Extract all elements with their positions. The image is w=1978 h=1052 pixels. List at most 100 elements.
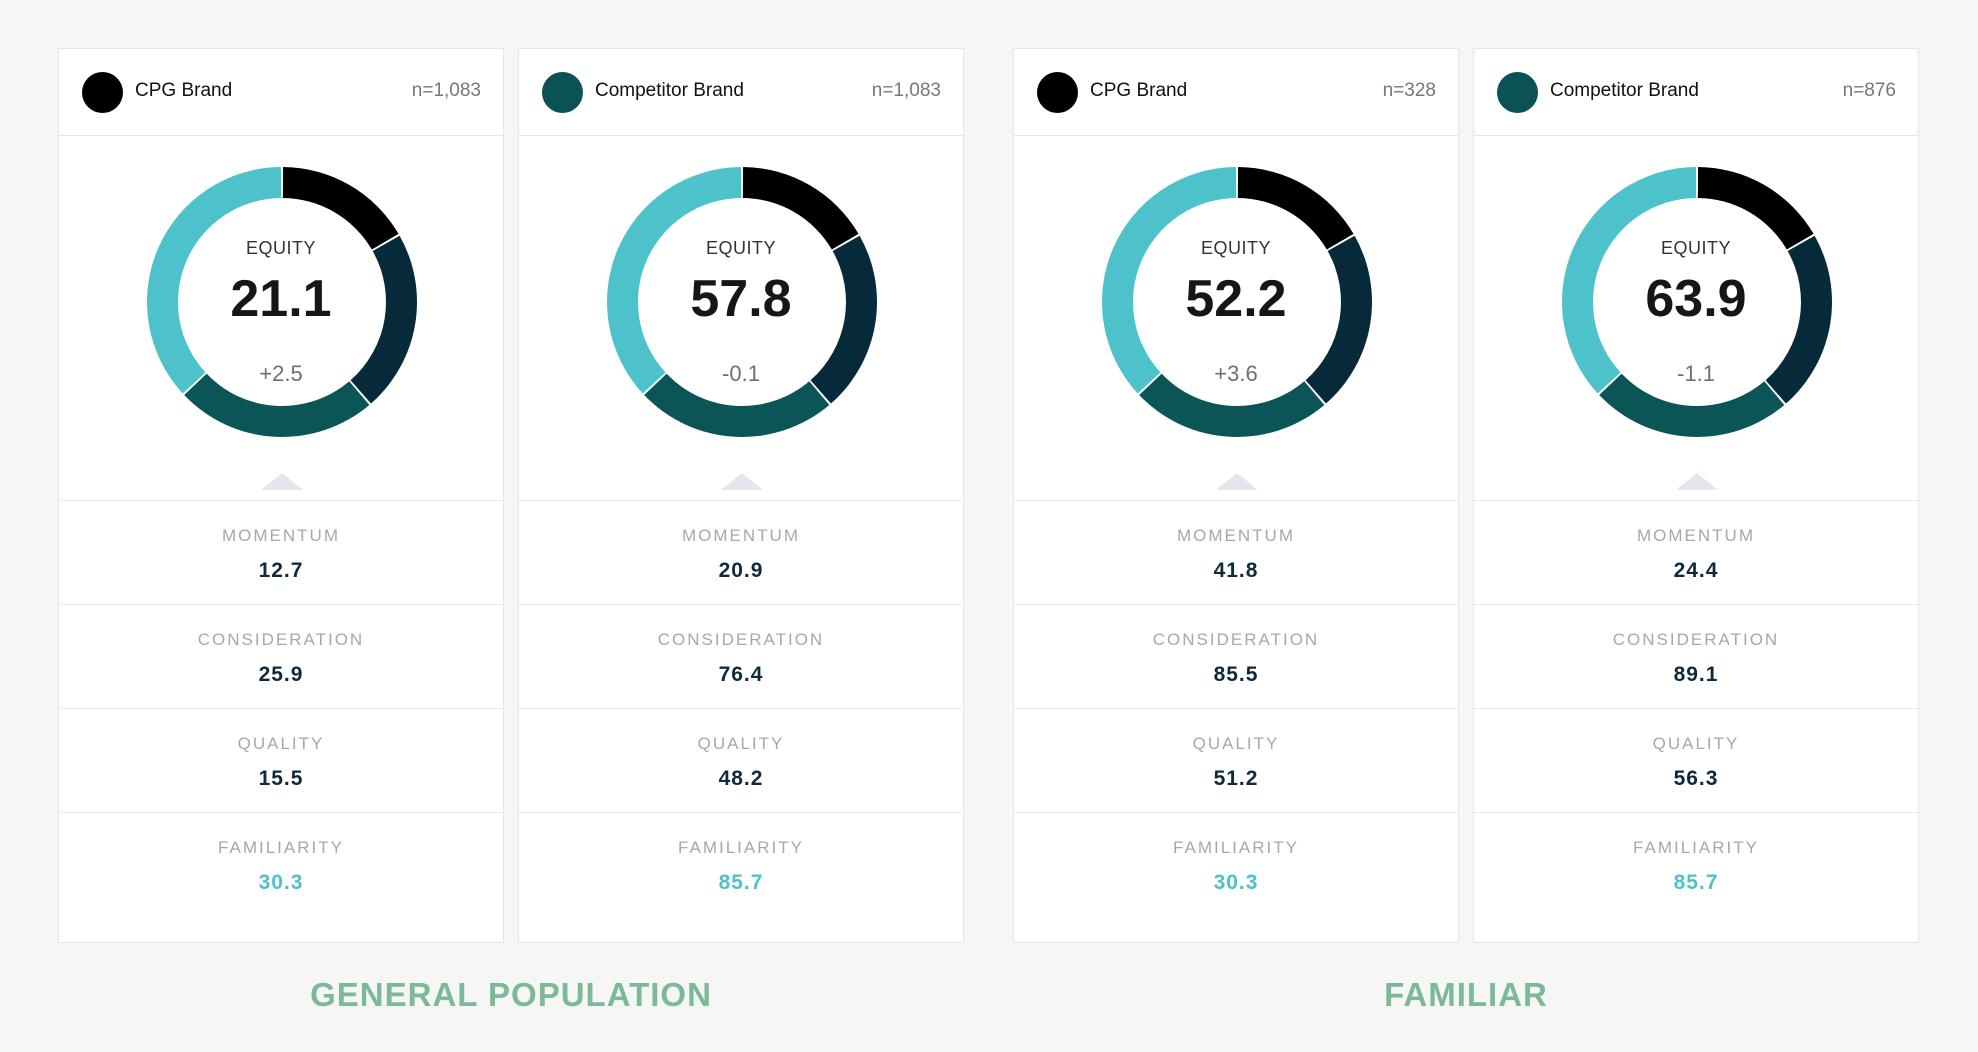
metric-value: 24.4 <box>1673 559 1719 582</box>
donut-ring <box>1562 167 1832 437</box>
metric-value: 25.9 <box>258 663 304 686</box>
metric-value: 89.1 <box>1673 663 1719 686</box>
brand-card-competitor-general: Competitor Brand n=1,083 EQUITY 57.8 -0.… <box>518 48 964 943</box>
sample-size: n=876 <box>1842 80 1896 101</box>
metric-momentum: MOMENTUM 12.7 <box>59 500 503 604</box>
brand-dot-icon <box>82 72 123 113</box>
metric-value: 85.7 <box>718 871 764 894</box>
metric-value: 51.2 <box>1213 767 1259 790</box>
metric-label: QUALITY <box>1192 734 1280 753</box>
donut-segment <box>1599 373 1785 437</box>
brand-dot-icon <box>1037 72 1078 113</box>
metric-consideration: CONSIDERATION 76.4 <box>519 604 963 708</box>
metric-label: CONSIDERATION <box>197 630 365 649</box>
donut-ring <box>146 167 417 437</box>
donut-segment <box>1139 373 1325 437</box>
metric-label: FAMILIARITY <box>1173 838 1299 857</box>
equity-label: EQUITY <box>1660 238 1731 258</box>
metric-label: MOMENTUM <box>682 526 800 545</box>
metric-value: 41.8 <box>1213 559 1259 582</box>
metric-momentum: MOMENTUM 20.9 <box>519 500 963 604</box>
metric-label: FAMILIARITY <box>1633 838 1759 857</box>
card-header: CPG Brand n=1,083 <box>59 49 503 136</box>
donut-segment <box>742 167 859 250</box>
equity-value: 57.8 <box>690 270 792 328</box>
metric-value: 30.3 <box>1213 871 1259 894</box>
card-header: Competitor Brand n=876 <box>1474 49 1918 136</box>
metric-momentum: MOMENTUM 24.4 <box>1474 500 1918 604</box>
metric-label: CONSIDERATION <box>657 630 825 649</box>
metric-value: 85.5 <box>1213 663 1259 686</box>
equity-value: 21.1 <box>230 270 332 328</box>
donut-segment <box>810 235 877 404</box>
donut-segment <box>350 235 417 404</box>
metric-quality: QUALITY 56.3 <box>1474 708 1918 812</box>
metric-value: 56.3 <box>1673 767 1719 790</box>
equity-delta: -1.1 <box>1677 361 1715 386</box>
metric-familiarity: FAMILIARITY 30.3 <box>59 812 503 916</box>
metric-quality: QUALITY 51.2 <box>1014 708 1458 812</box>
metric-value: 76.4 <box>718 663 764 686</box>
donut-segment <box>146 167 282 394</box>
donut-segment <box>282 167 399 250</box>
metric-consideration: CONSIDERATION 89.1 <box>1474 604 1918 708</box>
metric-familiarity: FAMILIARITY 30.3 <box>1014 812 1458 916</box>
donut-segment <box>184 373 370 437</box>
metric-familiarity: FAMILIARITY 85.7 <box>1474 812 1918 916</box>
card-header: CPG Brand n=328 <box>1014 49 1458 136</box>
equity-label: EQUITY <box>705 238 776 258</box>
metric-momentum: MOMENTUM 41.8 <box>1014 500 1458 604</box>
metric-value: 20.9 <box>718 559 764 582</box>
metric-label: QUALITY <box>697 734 785 753</box>
equity-delta: -0.1 <box>722 361 760 386</box>
brand-card-cpg-familiar: CPG Brand n=328 EQUITY 52.2 +3.6 MOMENTU… <box>1013 48 1459 943</box>
donut-segment <box>1562 167 1697 394</box>
brand-dot-icon <box>1497 72 1538 113</box>
metric-label: MOMENTUM <box>222 526 340 545</box>
equity-donut-chart: EQUITY 57.8 -0.1 <box>519 136 963 500</box>
donut-segment <box>1765 235 1832 404</box>
metric-label: MOMENTUM <box>1177 526 1295 545</box>
card-header: Competitor Brand n=1,083 <box>519 49 963 136</box>
donut-segment <box>1102 167 1237 394</box>
metric-label: FAMILIARITY <box>218 838 344 857</box>
donut-segment <box>1697 167 1814 250</box>
metric-quality: QUALITY 48.2 <box>519 708 963 812</box>
equity-label: EQUITY <box>245 238 316 258</box>
caret-up-icon <box>1216 473 1258 490</box>
metric-consideration: CONSIDERATION 85.5 <box>1014 604 1458 708</box>
metric-label: CONSIDERATION <box>1152 630 1320 649</box>
metric-label: CONSIDERATION <box>1612 630 1780 649</box>
caret-up-icon <box>1676 473 1718 490</box>
metric-quality: QUALITY 15.5 <box>59 708 503 812</box>
equity-value: 52.2 <box>1185 270 1287 328</box>
donut-segment <box>607 167 742 394</box>
brand-name: CPG Brand <box>135 80 233 101</box>
metric-label: QUALITY <box>237 734 325 753</box>
donut-segment <box>1305 235 1372 404</box>
donut-segment <box>644 373 830 437</box>
group-title-general-population: GENERAL POPULATION <box>310 976 712 1013</box>
donut-segment <box>1237 167 1354 250</box>
equity-value: 63.9 <box>1645 270 1747 328</box>
donut-ring <box>607 167 877 437</box>
brand-name: Competitor Brand <box>595 80 744 101</box>
group-title-familiar: FAMILIAR <box>1384 976 1548 1013</box>
equity-delta: +3.6 <box>1214 361 1258 386</box>
equity-donut-chart: EQUITY 21.1 +2.5 <box>59 136 503 500</box>
brand-dot-icon <box>542 72 583 113</box>
sample-size: n=1,083 <box>411 80 481 101</box>
metric-label: FAMILIARITY <box>678 838 804 857</box>
metric-familiarity: FAMILIARITY 85.7 <box>519 812 963 916</box>
brand-name: Competitor Brand <box>1550 80 1699 101</box>
sample-size: n=1,083 <box>871 80 941 101</box>
equity-delta: +2.5 <box>259 361 303 386</box>
metric-label: MOMENTUM <box>1637 526 1755 545</box>
sample-size: n=328 <box>1382 80 1436 101</box>
metric-label: QUALITY <box>1652 734 1740 753</box>
metric-consideration: CONSIDERATION 25.9 <box>59 604 503 708</box>
equity-label: EQUITY <box>1200 238 1271 258</box>
metric-value: 85.7 <box>1673 871 1719 894</box>
metric-value: 48.2 <box>718 767 764 790</box>
equity-donut-chart: EQUITY 52.2 +3.6 <box>1014 136 1458 500</box>
